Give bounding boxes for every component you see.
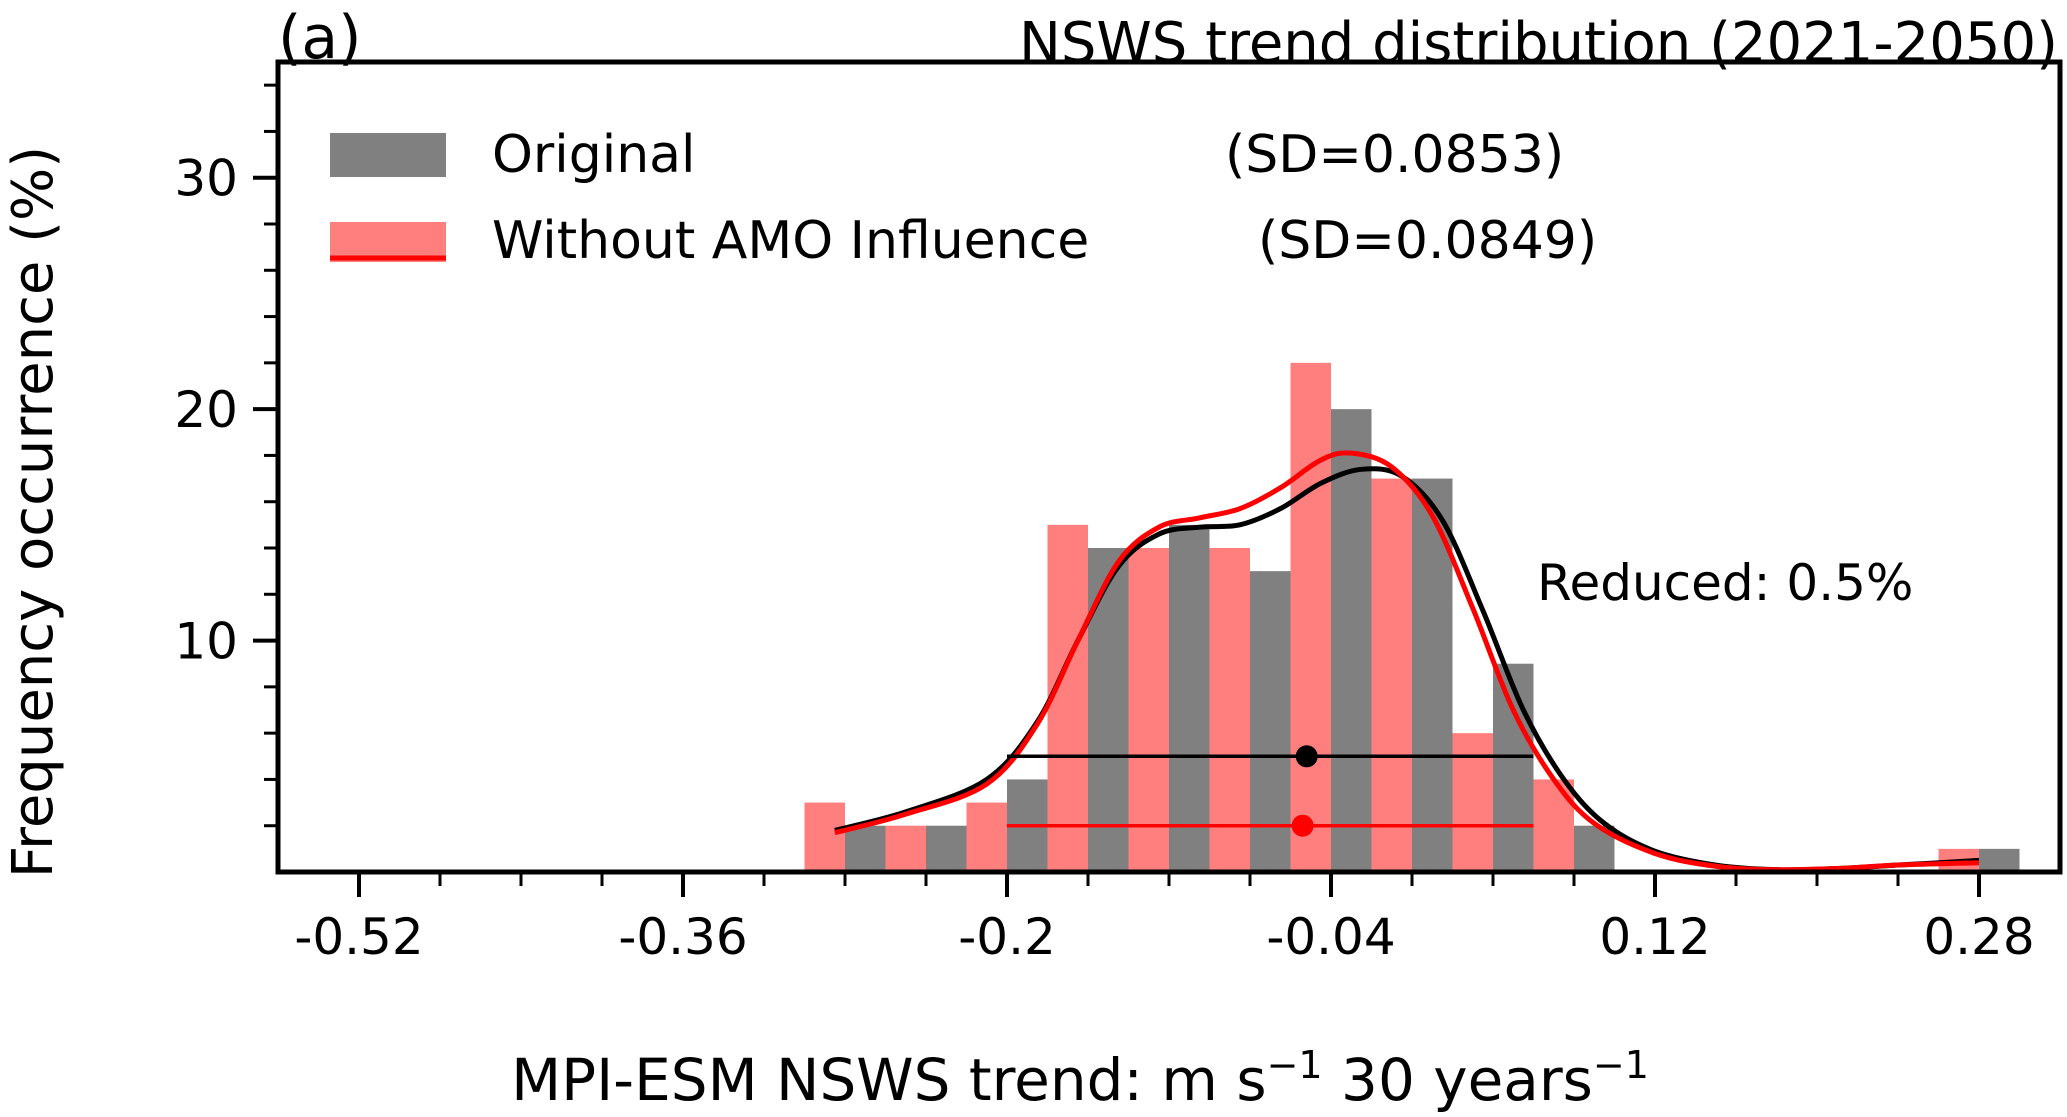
kde-curves-layer bbox=[834, 450, 1980, 873]
bar bbox=[1169, 524, 1210, 872]
x-tick-label: -0.04 bbox=[1266, 908, 1395, 966]
legend-label-without-amo: Without AMO Influence bbox=[492, 211, 1089, 271]
x-tick-label: 0.28 bbox=[1923, 908, 2034, 966]
bar bbox=[1371, 478, 1412, 872]
x-tick-label: 0.12 bbox=[1599, 908, 1710, 966]
bar bbox=[1331, 409, 1372, 872]
bar bbox=[1979, 848, 2020, 872]
bar bbox=[1128, 548, 1169, 872]
legend-swatch-original bbox=[330, 133, 446, 177]
annotation-reduced: Reduced: 0.5% bbox=[1537, 554, 1913, 612]
legend-sd-without-amo: (SD=0.0849) bbox=[1258, 211, 1597, 271]
bar bbox=[1290, 362, 1331, 872]
bar bbox=[1533, 779, 1574, 872]
bar bbox=[1088, 548, 1129, 872]
x-axis-label-sup1: −1 bbox=[1267, 1043, 1323, 1087]
mean-marker bbox=[1295, 745, 1318, 768]
x-axis-label: MPI-ESM NSWS trend: m s−1 30 years−1 bbox=[511, 1043, 1649, 1114]
bar bbox=[1452, 733, 1493, 872]
bar bbox=[1493, 663, 1534, 872]
bars-layer bbox=[804, 362, 2020, 872]
kde-curve bbox=[834, 450, 1980, 873]
y-tick-label: 30 bbox=[174, 150, 238, 208]
x-axis-label-base: MPI-ESM NSWS trend: m s bbox=[511, 1046, 1267, 1114]
chart-title: NSWS trend distribution (2021-2050) bbox=[1019, 11, 2058, 76]
axis-ticks-layer: -0.52 -0.36 -0.2 -0.04 0.12 0.28 10 20 30 bbox=[174, 83, 2035, 966]
x-tick-label: -0.52 bbox=[294, 908, 423, 966]
legend-label-original: Original bbox=[492, 125, 695, 185]
bar bbox=[926, 825, 967, 872]
x-tick-label: -0.2 bbox=[958, 908, 1056, 966]
bar bbox=[966, 802, 1007, 872]
x-axis-label-sup2: −1 bbox=[1593, 1043, 1649, 1087]
x-tick-label: -0.36 bbox=[618, 908, 747, 966]
mean-range-layer bbox=[1007, 745, 1534, 837]
legend-sd-original: (SD=0.0853) bbox=[1225, 125, 1564, 185]
y-tick-label: 20 bbox=[174, 381, 238, 439]
x-axis-label-mid: 30 years bbox=[1323, 1046, 1593, 1114]
panel-label: (a) bbox=[278, 3, 362, 73]
bar bbox=[885, 825, 926, 872]
bar bbox=[804, 802, 845, 872]
bar bbox=[1047, 524, 1088, 872]
bar bbox=[1412, 478, 1453, 872]
legend-swatch-without-amo bbox=[330, 222, 446, 262]
bar bbox=[1250, 571, 1291, 872]
y-axis-label: Frequency occurrence (%) bbox=[1, 146, 66, 878]
mean-marker bbox=[1291, 814, 1314, 837]
legend: Original (SD=0.0853) Without AMO Influen… bbox=[330, 125, 1597, 271]
y-tick-label: 10 bbox=[174, 613, 238, 671]
bar bbox=[1209, 548, 1250, 872]
bar bbox=[845, 825, 886, 872]
